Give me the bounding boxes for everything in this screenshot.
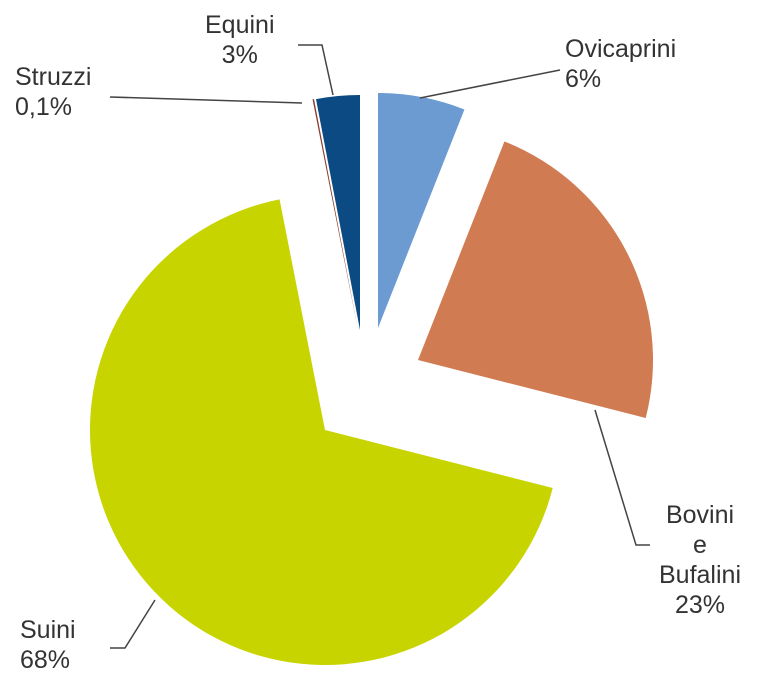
category: Suini [20, 616, 76, 644]
leader-lines [109, 44, 650, 649]
leader-line [298, 44, 334, 96]
value-label: 23% [674, 591, 726, 619]
slice-label: Bovini e Bufalini 23% [635, 500, 765, 620]
leader-line [419, 69, 561, 99]
category: Ovicaprini [565, 35, 677, 63]
leader-line [594, 409, 650, 546]
leader-line [110, 599, 156, 649]
value-label: 6% [565, 65, 602, 93]
slice [378, 93, 465, 328]
slice [316, 95, 360, 330]
category: Bovini e Bufalini [659, 501, 741, 589]
slice-label: Equini 3% [205, 10, 275, 70]
slice-label: Suini 68% [20, 615, 76, 675]
category: Equini [205, 11, 275, 39]
slice [89, 199, 553, 665]
slice-label: Struzzi 0,1% [15, 62, 91, 122]
category: Struzzi [15, 63, 92, 91]
value-label: 68% [20, 646, 71, 674]
value-label: 3% [221, 41, 258, 69]
leader-line [109, 96, 303, 104]
value-label: 0,1% [15, 93, 72, 121]
slice [312, 99, 358, 330]
slice-label: Ovicaprini 6% [565, 34, 676, 94]
slice [418, 141, 653, 419]
